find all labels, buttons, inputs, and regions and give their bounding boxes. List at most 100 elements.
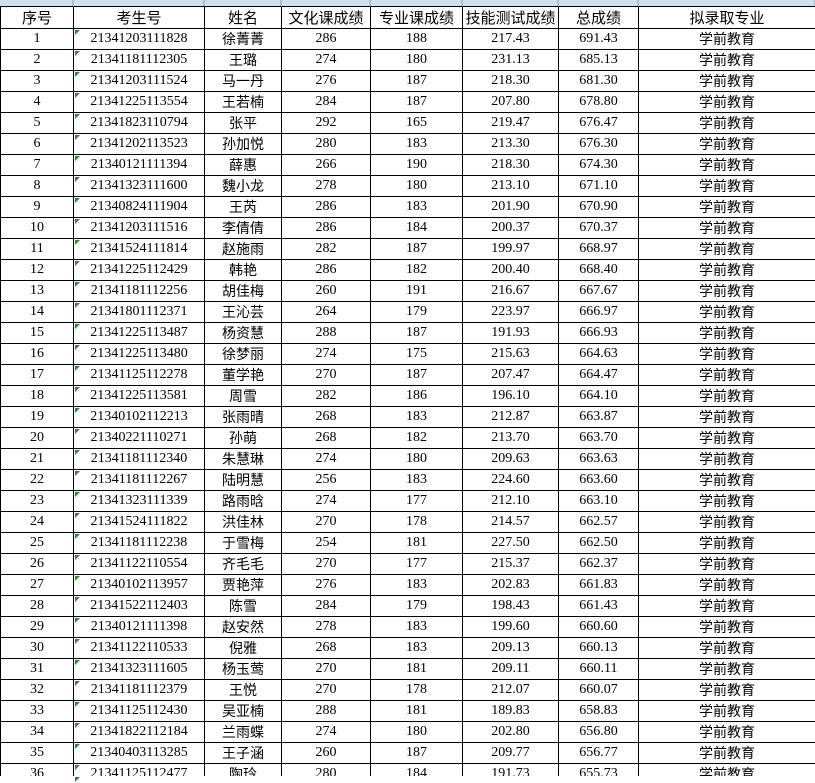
cell-culture-score[interactable]: 268 (281, 406, 371, 428)
cell-candidate-id[interactable]: 21341323111339 (73, 490, 205, 512)
cell-skill-score[interactable]: 209.63 (462, 448, 559, 470)
cell-name[interactable]: 张平 (204, 112, 282, 134)
cell-culture-score[interactable]: 282 (281, 238, 371, 260)
cell-culture-score[interactable]: 286 (281, 259, 371, 281)
cell-total-score[interactable]: 667.67 (558, 280, 639, 302)
cell-skill-score[interactable]: 213.70 (462, 427, 559, 449)
cell-candidate-id[interactable]: 21341122110554 (73, 553, 205, 575)
cell-name[interactable]: 杨资慧 (204, 322, 282, 344)
cell-culture-score[interactable]: 284 (281, 91, 371, 113)
cell-rank[interactable]: 3 (0, 70, 74, 92)
cell-name[interactable]: 王若楠 (204, 91, 282, 113)
cell-skill-score[interactable]: 218.30 (462, 154, 559, 176)
cell-name[interactable]: 马一丹 (204, 70, 282, 92)
cell-name[interactable]: 孙加悦 (204, 133, 282, 155)
cell-major-score[interactable]: 181 (370, 700, 463, 722)
cell-culture-score[interactable]: 288 (281, 322, 371, 344)
cell-name[interactable]: 赵安然 (204, 616, 282, 638)
cell-major-score[interactable]: 175 (370, 343, 463, 365)
cell-rank[interactable]: 32 (0, 679, 74, 701)
cell-culture-score[interactable]: 276 (281, 70, 371, 92)
cell-rank[interactable]: 6 (0, 133, 74, 155)
cell-name[interactable]: 陈雪 (204, 595, 282, 617)
cell-name[interactable]: 周雪 (204, 385, 282, 407)
cell-total-score[interactable]: 668.97 (558, 238, 639, 260)
cell-culture-score[interactable]: 274 (281, 49, 371, 71)
cell-culture-score[interactable]: 282 (281, 385, 371, 407)
cell-skill-score[interactable]: 191.93 (462, 322, 559, 344)
cell-admit-major[interactable]: 学前教育 (638, 469, 815, 491)
column-header-culture-score[interactable]: 文化课成绩 (281, 6, 371, 29)
cell-total-score[interactable]: 676.30 (558, 133, 639, 155)
cell-rank[interactable]: 7 (0, 154, 74, 176)
cell-candidate-id[interactable]: 21340824111904 (73, 196, 205, 218)
column-header-candidate-id[interactable]: 考生号 (73, 6, 205, 29)
cell-total-score[interactable]: 660.60 (558, 616, 639, 638)
cell-skill-score[interactable]: 219.47 (462, 112, 559, 134)
cell-major-score[interactable]: 180 (370, 175, 463, 197)
cell-name[interactable]: 徐梦丽 (204, 343, 282, 365)
cell-skill-score[interactable]: 199.97 (462, 238, 559, 260)
cell-candidate-id[interactable]: 21341181112340 (73, 448, 205, 470)
cell-admit-major[interactable]: 学前教育 (638, 259, 815, 281)
cell-admit-major[interactable]: 学前教育 (638, 70, 815, 92)
cell-major-score[interactable]: 187 (370, 364, 463, 386)
cell-culture-score[interactable]: 292 (281, 112, 371, 134)
cell-candidate-id[interactable]: 21340121111398 (73, 616, 205, 638)
cell-name[interactable]: 贾艳萍 (204, 574, 282, 596)
cell-total-score[interactable]: 670.37 (558, 217, 639, 239)
cell-total-score[interactable]: 656.80 (558, 721, 639, 743)
cell-total-score[interactable]: 671.10 (558, 175, 639, 197)
cell-rank[interactable]: 29 (0, 616, 74, 638)
cell-skill-score[interactable]: 202.83 (462, 574, 559, 596)
cell-major-score[interactable]: 180 (370, 49, 463, 71)
cell-skill-score[interactable]: 218.30 (462, 70, 559, 92)
cell-name[interactable]: 王璐 (204, 49, 282, 71)
cell-skill-score[interactable]: 212.07 (462, 679, 559, 701)
cell-candidate-id[interactable]: 21341801112371 (73, 301, 205, 323)
cell-culture-score[interactable]: 264 (281, 301, 371, 323)
cell-skill-score[interactable]: 213.30 (462, 133, 559, 155)
cell-skill-score[interactable]: 216.67 (462, 280, 559, 302)
cell-skill-score[interactable]: 214.57 (462, 511, 559, 533)
cell-major-score[interactable]: 183 (370, 616, 463, 638)
cell-major-score[interactable]: 183 (370, 637, 463, 659)
cell-total-score[interactable]: 691.43 (558, 28, 639, 50)
cell-admit-major[interactable]: 学前教育 (638, 196, 815, 218)
cell-candidate-id[interactable]: 21341522112403 (73, 595, 205, 617)
cell-skill-score[interactable]: 215.63 (462, 343, 559, 365)
cell-candidate-id[interactable]: 21341125112278 (73, 364, 205, 386)
cell-rank[interactable]: 12 (0, 259, 74, 281)
cell-admit-major[interactable]: 学前教育 (638, 637, 815, 659)
cell-total-score[interactable]: 674.30 (558, 154, 639, 176)
cell-rank[interactable]: 33 (0, 700, 74, 722)
cell-admit-major[interactable]: 学前教育 (638, 574, 815, 596)
cell-total-score[interactable]: 670.90 (558, 196, 639, 218)
cell-name[interactable]: 兰雨蝶 (204, 721, 282, 743)
cell-admit-major[interactable]: 学前教育 (638, 511, 815, 533)
cell-admit-major[interactable]: 学前教育 (638, 301, 815, 323)
cell-candidate-id[interactable]: 21341181112267 (73, 469, 205, 491)
cell-major-score[interactable]: 187 (370, 322, 463, 344)
cell-total-score[interactable]: 663.60 (558, 469, 639, 491)
cell-rank[interactable]: 20 (0, 427, 74, 449)
cell-admit-major[interactable]: 学前教育 (638, 364, 815, 386)
cell-culture-score[interactable]: 260 (281, 742, 371, 764)
cell-candidate-id[interactable]: 21340102112213 (73, 406, 205, 428)
cell-culture-score[interactable]: 268 (281, 427, 371, 449)
cell-skill-score[interactable]: 227.50 (462, 532, 559, 554)
cell-total-score[interactable]: 666.97 (558, 301, 639, 323)
cell-major-score[interactable]: 181 (370, 658, 463, 680)
cell-major-score[interactable]: 180 (370, 448, 463, 470)
cell-total-score[interactable]: 662.50 (558, 532, 639, 554)
cell-rank[interactable]: 1 (0, 28, 74, 50)
cell-name[interactable]: 王子涵 (204, 742, 282, 764)
cell-total-score[interactable]: 666.93 (558, 322, 639, 344)
cell-total-score[interactable]: 664.10 (558, 385, 639, 407)
cell-admit-major[interactable]: 学前教育 (638, 490, 815, 512)
cell-rank[interactable]: 30 (0, 637, 74, 659)
cell-culture-score[interactable]: 274 (281, 721, 371, 743)
cell-admit-major[interactable]: 学前教育 (638, 553, 815, 575)
cell-admit-major[interactable]: 学前教育 (638, 742, 815, 764)
cell-candidate-id[interactable]: 21340102113957 (73, 574, 205, 596)
